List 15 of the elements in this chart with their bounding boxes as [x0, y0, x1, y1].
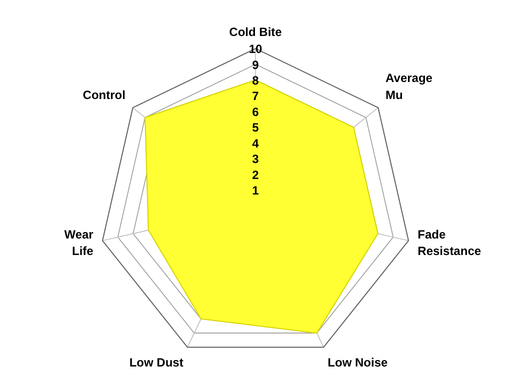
- spoke-label: Low Dust: [129, 356, 184, 370]
- y-tick-label: 9: [252, 58, 260, 72]
- spoke-label: Fade Resistance: [418, 227, 482, 258]
- y-tick-label: 2: [252, 168, 260, 182]
- spoke-label: Low Noise: [328, 356, 388, 370]
- y-tick-label: 3: [252, 152, 260, 166]
- spoke-label: Control: [82, 88, 126, 102]
- spoke-label: Wear Life: [64, 227, 94, 258]
- spoke-label: Cold Bite: [229, 25, 282, 40]
- y-tick-label: 6: [252, 104, 260, 119]
- spoke-label: Average Mu: [386, 71, 433, 102]
- y-tick-label: 1: [252, 183, 260, 198]
- y-tick-label: 7: [252, 89, 260, 104]
- y-tick-label: 5: [252, 120, 260, 135]
- y-tick-label: 4: [252, 136, 260, 150]
